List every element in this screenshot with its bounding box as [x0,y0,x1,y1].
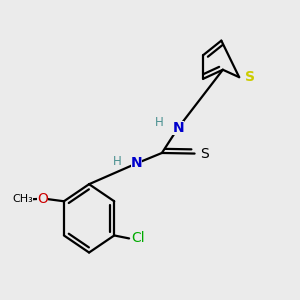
Text: N: N [172,121,184,135]
Text: CH₃: CH₃ [12,194,33,205]
Text: N: N [131,156,142,170]
Text: S: S [200,147,208,160]
Text: H: H [154,116,163,129]
Text: S: S [244,70,255,84]
Text: Cl: Cl [131,231,145,245]
Text: O: O [37,192,48,206]
Text: H: H [113,155,122,168]
